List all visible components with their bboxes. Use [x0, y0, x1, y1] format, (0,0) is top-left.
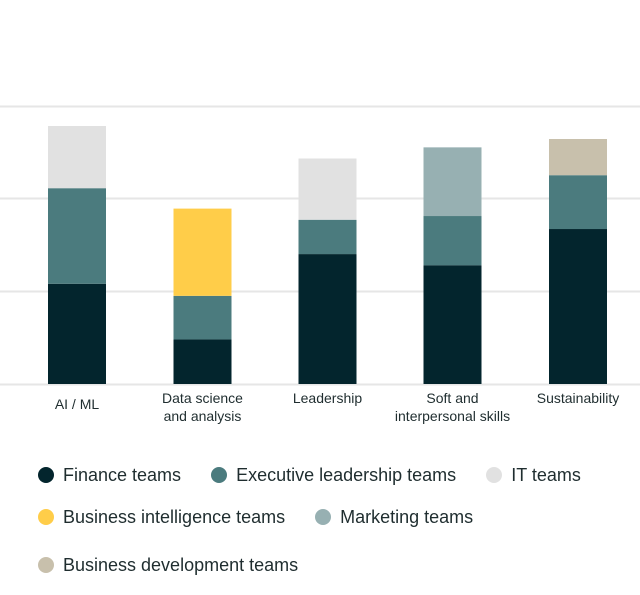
- legend-row: Business development teams: [38, 552, 328, 578]
- legend-label: Business development teams: [63, 554, 299, 575]
- legend-row: Finance teams Executive leadership teams I…: [38, 462, 611, 488]
- bar-segment: [549, 229, 607, 384]
- legend-swatch: [38, 467, 54, 483]
- legend-label: Business intelligence teams: [63, 506, 286, 527]
- legend-label: Executive leadership teams: [236, 464, 457, 485]
- bar-stack: [48, 126, 106, 384]
- bar-segment: [423, 216, 482, 266]
- legend-label: Finance teams: [63, 464, 182, 485]
- bar-segment: [48, 283, 106, 384]
- legend-item: Marketing teams: [315, 507, 473, 528]
- legend-swatch: [211, 467, 228, 483]
- bar-stack: [423, 147, 482, 384]
- legend-item: IT teams: [486, 465, 581, 486]
- bar-segment: [173, 295, 232, 340]
- legend-row: Business intelligence teams Marketing tea…: [38, 504, 503, 530]
- legend-item: Executive leadership teams: [211, 465, 456, 486]
- legend-item: Business intelligence teams: [38, 507, 285, 528]
- x-tick-label: Soft and interpersonal skills: [395, 390, 510, 424]
- legend-swatch: [38, 557, 54, 573]
- bar-stack: [298, 158, 357, 384]
- legend-swatch: [315, 509, 332, 525]
- x-tick-label: Sustainability: [537, 390, 620, 406]
- x-tick-label: Leadership: [293, 390, 362, 406]
- x-tick-label: Data science and analysis: [162, 390, 243, 424]
- bars: [48, 126, 607, 384]
- x-axis-labels: AI / ML Data science and analysis Leadershi…: [55, 390, 619, 424]
- bar-segment: [423, 265, 482, 384]
- bar-segment: [173, 208, 232, 296]
- stacked-bar-chart: AI / ML Data science and analysis Leadershi…: [0, 105, 640, 424]
- legend-label: IT teams: [511, 464, 581, 485]
- bar-stack: [173, 208, 232, 384]
- legend-item: Business development teams: [38, 555, 298, 576]
- legend-label: Marketing teams: [340, 506, 474, 527]
- legend-swatch: [38, 509, 54, 525]
- bar-segment: [48, 126, 106, 189]
- bar-segment: [173, 339, 232, 384]
- bar-segment: [48, 188, 106, 284]
- bar-segment: [298, 158, 357, 220]
- bar-segment: [298, 254, 357, 384]
- legend-item: Finance teams: [38, 465, 181, 486]
- bar-segment: [549, 139, 607, 176]
- bar-stack: [549, 139, 607, 384]
- legend-swatch: [486, 467, 503, 483]
- x-tick-label: AI / ML: [55, 396, 100, 412]
- bar-segment: [549, 175, 607, 230]
- bar-segment: [423, 147, 482, 217]
- bar-segment: [298, 219, 357, 255]
